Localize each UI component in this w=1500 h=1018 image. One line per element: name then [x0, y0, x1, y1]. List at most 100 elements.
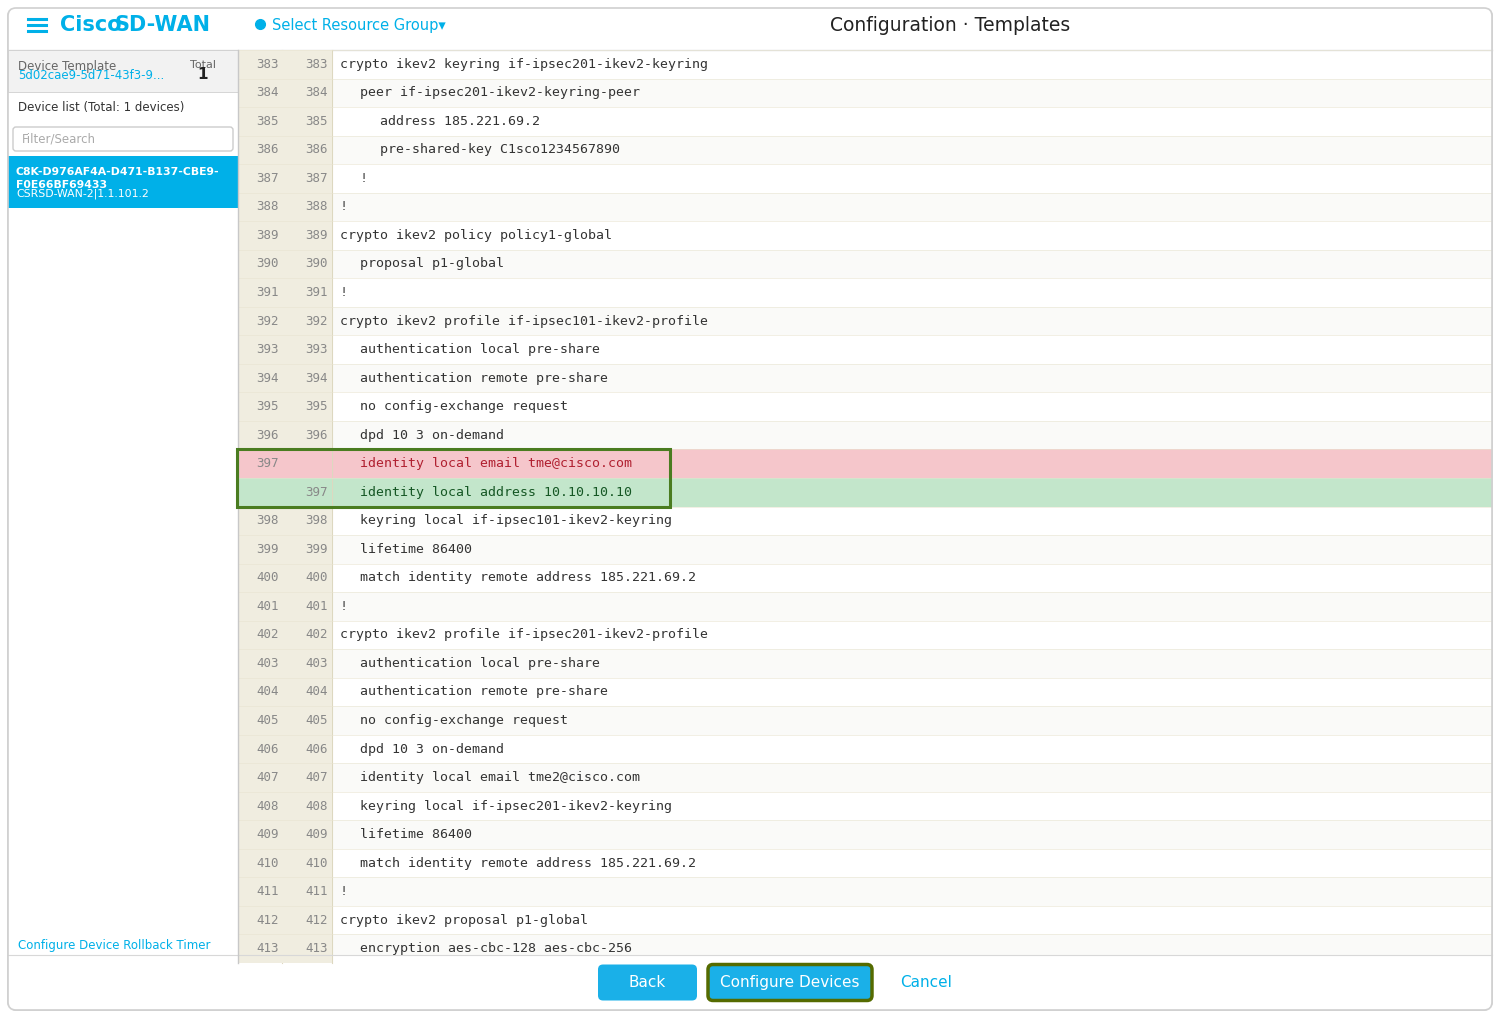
Text: crypto ikev2 profile if-ipsec101-ikev2-profile: crypto ikev2 profile if-ipsec101-ikev2-p…: [340, 315, 708, 328]
Text: 394: 394: [256, 372, 279, 385]
Text: 403: 403: [306, 657, 328, 670]
Text: identity local address 10.10.10.10: identity local address 10.10.10.10: [360, 486, 632, 499]
Text: 396: 396: [306, 429, 328, 442]
Bar: [238, 107, 1492, 135]
Text: 399: 399: [306, 543, 328, 556]
Text: no config-exchange request: no config-exchange request: [360, 714, 568, 727]
Bar: [238, 478, 332, 507]
Bar: [238, 706, 1492, 735]
Bar: [238, 792, 1492, 821]
Text: Select Resource Group▾: Select Resource Group▾: [272, 17, 446, 33]
Text: F0E66BF69433: F0E66BF69433: [16, 180, 106, 190]
Text: 389: 389: [306, 229, 328, 242]
Text: proposal p1-global: proposal p1-global: [360, 258, 504, 271]
Text: 395: 395: [306, 400, 328, 413]
Text: !: !: [340, 886, 348, 898]
Bar: [238, 135, 1492, 164]
Bar: [8, 50, 238, 963]
Text: 398: 398: [256, 514, 279, 527]
Bar: [238, 535, 332, 564]
Text: peer if-ipsec201-ikev2-keyring-peer: peer if-ipsec201-ikev2-keyring-peer: [360, 87, 640, 100]
Bar: [238, 306, 332, 335]
Bar: [8, 0, 1492, 50]
FancyBboxPatch shape: [13, 127, 232, 151]
Text: encryption aes-cbc-128 aes-cbc-256: encryption aes-cbc-128 aes-cbc-256: [360, 943, 632, 955]
Bar: [238, 592, 1492, 621]
Text: !: !: [340, 201, 348, 214]
Bar: [238, 507, 332, 535]
Text: crypto ikev2 policy policy1-global: crypto ikev2 policy policy1-global: [340, 229, 612, 242]
FancyBboxPatch shape: [598, 964, 698, 1001]
Text: 397: 397: [306, 486, 328, 499]
Text: 402: 402: [306, 628, 328, 641]
Text: 407: 407: [306, 771, 328, 784]
Bar: [238, 906, 1492, 935]
Bar: [238, 935, 1492, 963]
Bar: [238, 878, 332, 906]
Bar: [238, 849, 1492, 878]
Bar: [238, 764, 1492, 792]
Bar: [238, 420, 1492, 449]
Text: Total: Total: [190, 60, 216, 70]
Text: 393: 393: [306, 343, 328, 356]
Text: keyring local if-ipsec201-ikev2-keyring: keyring local if-ipsec201-ikev2-keyring: [360, 799, 672, 812]
Text: Cancel: Cancel: [900, 975, 952, 989]
Text: 384: 384: [306, 87, 328, 100]
Text: crypto ikev2 profile if-ipsec201-ikev2-profile: crypto ikev2 profile if-ipsec201-ikev2-p…: [340, 628, 708, 641]
Text: 413: 413: [306, 943, 328, 955]
Text: authentication local pre-share: authentication local pre-share: [360, 657, 600, 670]
Text: 384: 384: [256, 87, 279, 100]
Text: SD-WAN: SD-WAN: [116, 15, 212, 35]
Text: Configuration · Templates: Configuration · Templates: [830, 15, 1070, 35]
Text: Configure Devices: Configure Devices: [720, 975, 860, 989]
Text: 402: 402: [256, 628, 279, 641]
Bar: [238, 649, 1492, 678]
Bar: [238, 335, 1492, 363]
Text: !: !: [340, 600, 348, 613]
Text: 392: 392: [256, 315, 279, 328]
Text: lifetime 86400: lifetime 86400: [360, 828, 472, 841]
Bar: [238, 478, 1492, 507]
Bar: [238, 164, 332, 192]
Text: no config-exchange request: no config-exchange request: [360, 400, 568, 413]
Text: 405: 405: [306, 714, 328, 727]
Text: 401: 401: [306, 600, 328, 613]
Bar: [238, 249, 1492, 278]
Text: 399: 399: [256, 543, 279, 556]
Text: crypto ikev2 keyring if-ipsec201-ikev2-keyring: crypto ikev2 keyring if-ipsec201-ikev2-k…: [340, 58, 708, 71]
Bar: [238, 678, 332, 706]
Bar: [238, 821, 332, 849]
Bar: [238, 735, 1492, 764]
Text: Back: Back: [628, 975, 666, 989]
FancyBboxPatch shape: [708, 964, 872, 1001]
Text: 385: 385: [256, 115, 279, 128]
Bar: [238, 107, 332, 135]
Text: 383: 383: [256, 58, 279, 71]
Bar: [238, 449, 1492, 478]
Text: 395: 395: [256, 400, 279, 413]
Text: 386: 386: [306, 144, 328, 157]
Text: identity local email tme2@cisco.com: identity local email tme2@cisco.com: [360, 771, 640, 784]
Bar: [238, 821, 1492, 849]
Bar: [238, 306, 1492, 335]
Text: 389: 389: [256, 229, 279, 242]
Bar: [238, 420, 332, 449]
Text: address 185.221.69.2: address 185.221.69.2: [380, 115, 540, 128]
Bar: [238, 335, 332, 363]
Bar: [8, 955, 1492, 1010]
Text: 383: 383: [306, 58, 328, 71]
Bar: [238, 592, 332, 621]
Text: 413: 413: [256, 943, 279, 955]
Text: authentication remote pre-share: authentication remote pre-share: [360, 372, 608, 385]
Text: 409: 409: [306, 828, 328, 841]
Bar: [238, 878, 1492, 906]
Bar: [238, 278, 1492, 306]
Text: 387: 387: [306, 172, 328, 185]
Text: 412: 412: [256, 914, 279, 926]
Bar: [238, 278, 332, 306]
Bar: [238, 678, 1492, 706]
Text: 5d02cae9-5d71-43f3-9...: 5d02cae9-5d71-43f3-9...: [18, 69, 165, 82]
Text: 400: 400: [256, 571, 279, 584]
Text: match identity remote address 185.221.69.2: match identity remote address 185.221.69…: [360, 571, 696, 584]
Text: identity local email tme@cisco.com: identity local email tme@cisco.com: [360, 457, 632, 470]
